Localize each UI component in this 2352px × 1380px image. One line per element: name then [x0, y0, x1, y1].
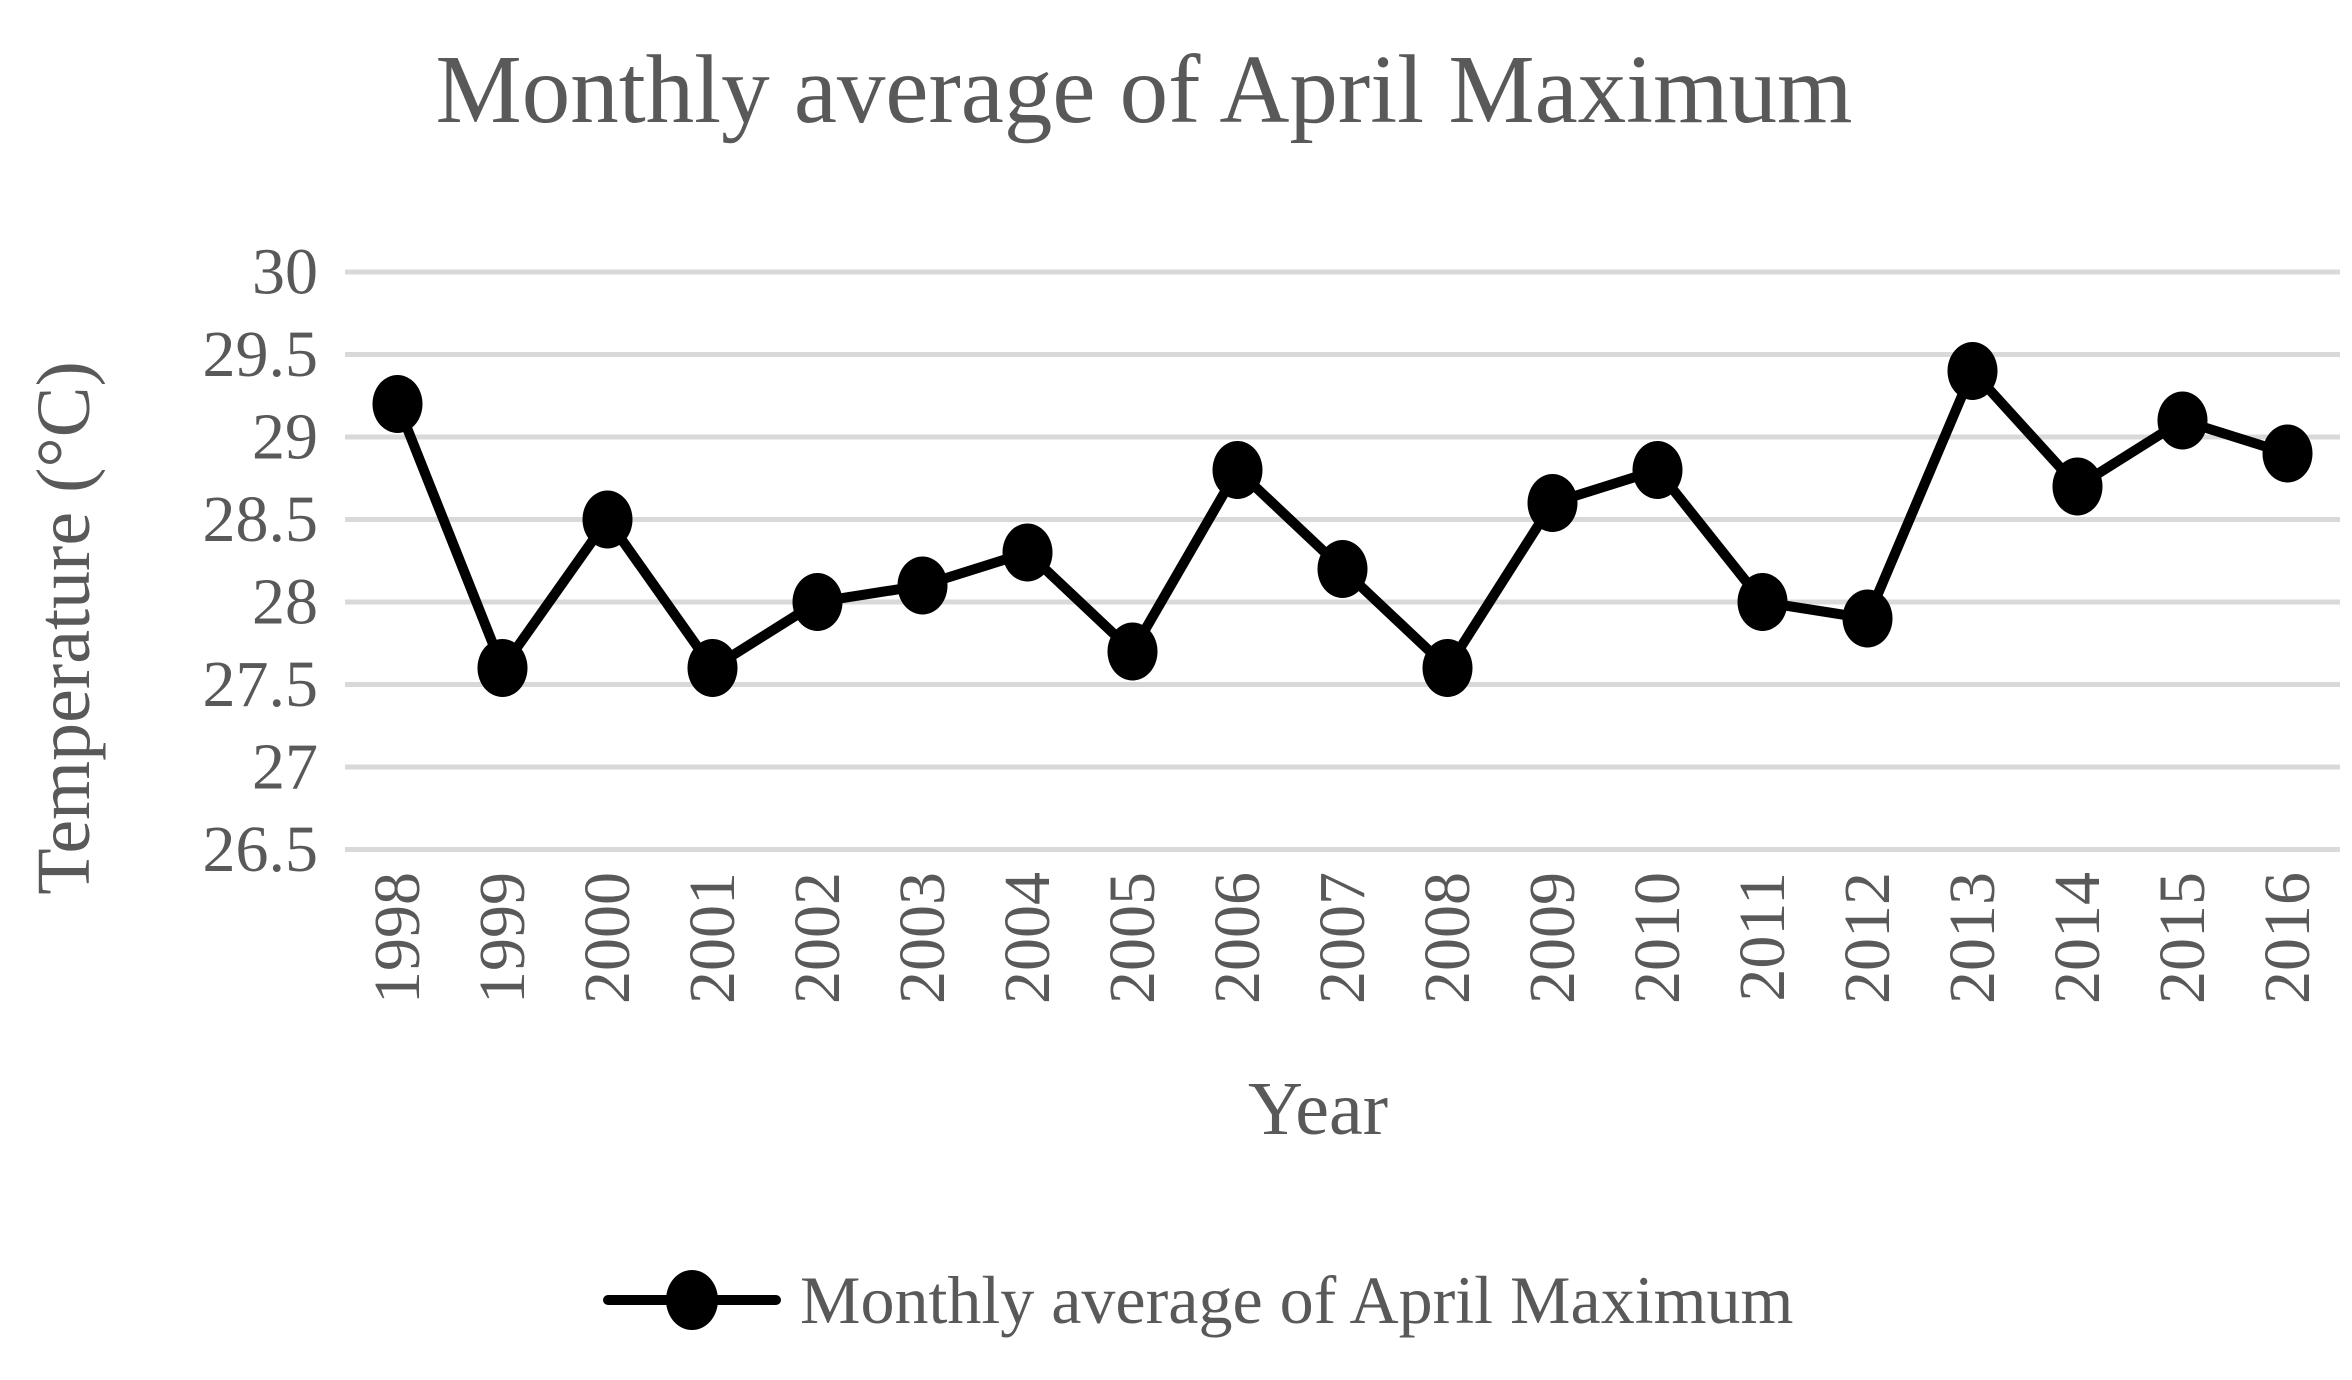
- y-tick-label: 30: [252, 236, 318, 309]
- data-point-marker: [897, 556, 948, 615]
- data-point-marker: [1212, 441, 1263, 499]
- x-tick-label: 2007: [1306, 872, 1379, 1004]
- series-markers-group: [372, 342, 2313, 697]
- y-tick-label: 29: [252, 401, 318, 474]
- data-point-marker: [1107, 622, 1158, 681]
- data-point-marker: [1317, 540, 1368, 598]
- x-tick-label: 1998: [361, 872, 434, 1004]
- data-point-marker: [1422, 639, 1473, 697]
- data-point-marker: [687, 639, 738, 697]
- y-axis-title: Temperature (°C): [22, 361, 106, 895]
- x-tick-label: 2003: [886, 872, 959, 1004]
- x-tick-label: 2008: [1411, 872, 1484, 1004]
- data-point-marker: [2052, 457, 2103, 516]
- x-tick-label: 2000: [571, 872, 644, 1004]
- data-point-marker: [2157, 391, 2208, 450]
- x-tick-label: 2016: [2251, 872, 2324, 1004]
- x-tick-label: 2014: [2041, 872, 2114, 1004]
- y-tick-label: 27.5: [203, 648, 319, 721]
- legend: Monthly average of April Maximum: [603, 1262, 1793, 1338]
- x-tick-label: 2009: [1516, 872, 1589, 1004]
- x-tick-label: 2002: [781, 872, 854, 1004]
- data-point-marker: [1947, 342, 1998, 400]
- data-point-marker: [792, 573, 843, 631]
- x-tick-label: 2012: [1831, 872, 1904, 1004]
- gridlines-group: [345, 269, 2340, 852]
- data-point-marker: [1632, 441, 1683, 499]
- y-tick-label: 28: [252, 566, 318, 639]
- legend-marker-icon: [666, 1270, 718, 1330]
- data-point-marker: [1527, 474, 1578, 532]
- x-tick-label: 2013: [1936, 872, 2009, 1004]
- data-point-marker: [477, 639, 528, 697]
- data-point-marker: [1842, 589, 1893, 648]
- y-tick-label: 26.5: [203, 813, 319, 886]
- y-tick-label: 27: [252, 731, 318, 804]
- data-point-marker: [1002, 523, 1053, 582]
- y-tick-label: 28.5: [203, 483, 319, 556]
- data-point-marker: [2262, 424, 2313, 483]
- x-tick-label: 2011: [1726, 872, 1799, 1002]
- x-tick-label: 2001: [676, 872, 749, 1004]
- y-axis-tick-labels: 30 29.5 29 28.5 28 27.5 27 26.5: [203, 236, 319, 887]
- x-tick-label: 2005: [1096, 872, 1169, 1004]
- y-tick-label: 29.5: [203, 318, 319, 391]
- x-tick-label: 1999: [466, 872, 539, 1004]
- data-point-marker: [1737, 573, 1788, 631]
- x-tick-label: 2006: [1201, 872, 1274, 1004]
- data-point-marker: [372, 375, 423, 433]
- chart-title: Monthly average of April Maximum: [435, 36, 1852, 143]
- x-tick-label: 2015: [2146, 872, 2219, 1004]
- x-axis-tick-labels: 1998 1999 2000 2001 2002 2003 2004 2005 2006 2007…: [361, 872, 2324, 1004]
- x-tick-label: 2004: [991, 872, 1064, 1004]
- legend-label: Monthly average of April Maximum: [800, 1262, 1793, 1338]
- data-point-marker: [582, 490, 633, 549]
- x-axis-title: Year: [1248, 1067, 1388, 1151]
- x-tick-label: 2010: [1621, 872, 1694, 1004]
